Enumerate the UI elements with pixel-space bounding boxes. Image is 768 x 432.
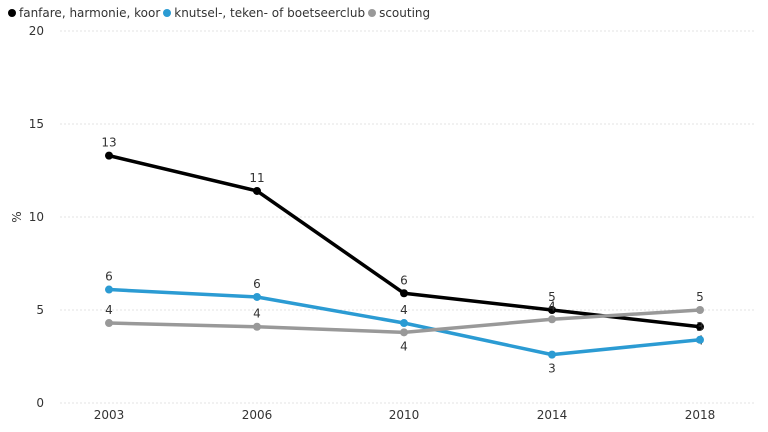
data-label: 5 [696, 290, 704, 304]
x-tick-label: 2010 [389, 408, 420, 422]
legend-marker-fanfare [8, 9, 16, 17]
data-point [548, 315, 556, 324]
data-point [696, 335, 704, 344]
y-tick-label: 15 [29, 117, 44, 131]
data-point [400, 319, 408, 328]
legend-label-scouting: scouting [379, 6, 431, 20]
data-label: 3 [548, 362, 556, 376]
legend-label-knutsel: knutsel-, teken- of boetseerclub [174, 6, 366, 20]
y-tick-label: 10 [29, 210, 44, 224]
data-point [696, 322, 704, 331]
data-point [548, 306, 556, 314]
data-label: 6 [400, 273, 408, 287]
y-tick-label: 0 [36, 396, 44, 410]
legend-item-knutsel[interactable]: knutsel-, teken- of boetseerclub [163, 6, 365, 20]
x-tick-label: 2018 [685, 408, 716, 422]
legend-marker-scouting [368, 9, 377, 17]
legend-marker-knutsel [163, 9, 172, 17]
data-label: 13 [101, 136, 116, 150]
y-axis-label: % [10, 211, 24, 222]
x-tick-label: 2006 [242, 408, 273, 422]
data-point [400, 289, 408, 298]
data-label: 4 [400, 339, 408, 353]
data-label: 4 [105, 303, 113, 317]
data-point [105, 151, 113, 160]
data-point [105, 285, 113, 294]
data-label: 4 [253, 307, 261, 321]
legend-item-fanfare[interactable]: fanfare, harmonie, koor [8, 6, 160, 20]
chart-legend: fanfare, harmonie, koor knutsel-, teken-… [8, 4, 433, 22]
data-label: 3 [696, 320, 704, 334]
data-label: 6 [105, 270, 113, 284]
data-point [400, 328, 408, 337]
data-point [253, 322, 261, 331]
legend-item-scouting[interactable]: scouting [368, 6, 430, 20]
data-point [548, 350, 556, 359]
y-tick-label: 20 [29, 24, 44, 38]
data-label: 6 [253, 277, 261, 291]
data-label: 4 [548, 299, 556, 313]
data-point [105, 319, 113, 328]
data-label: 4 [400, 303, 408, 317]
data-point [253, 292, 261, 301]
series-line [107, 153, 702, 329]
y-tick-label: 5 [36, 303, 44, 317]
data-point [696, 306, 704, 314]
legend-label-fanfare: fanfare, harmonie, koor [19, 6, 161, 20]
x-tick-label: 2003 [94, 408, 125, 422]
data-point [253, 186, 261, 195]
data-label: 5 [548, 290, 556, 304]
data-label: 11 [249, 171, 264, 185]
x-tick-label: 2014 [537, 408, 568, 422]
